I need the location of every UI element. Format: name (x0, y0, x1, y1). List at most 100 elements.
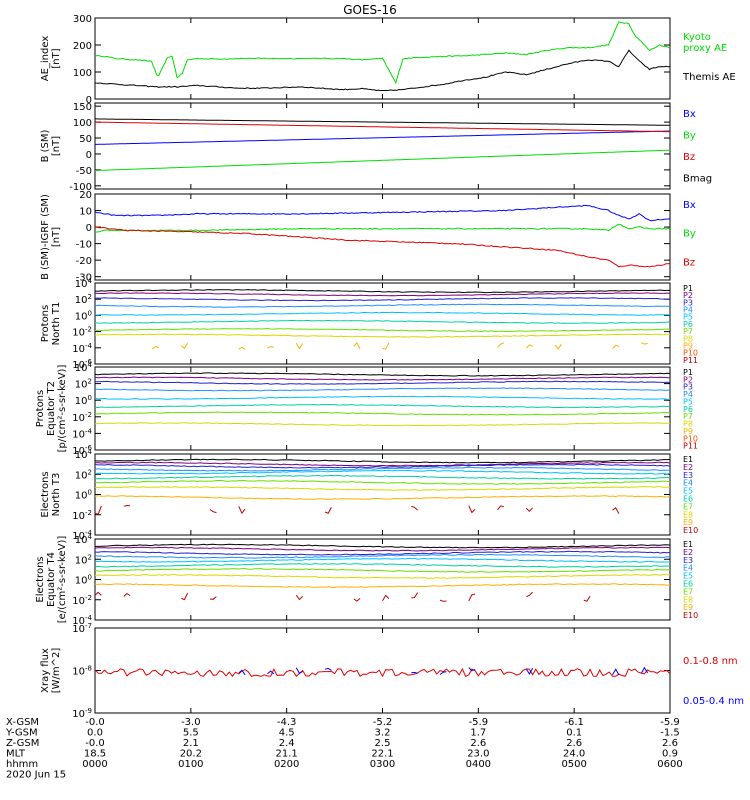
series-p7: P7 (94, 411, 693, 421)
series-segment (411, 671, 418, 674)
series-segment (181, 592, 189, 601)
y-tick-label: 104 (75, 448, 93, 461)
y-tick-label: 100 (75, 489, 92, 502)
series-e7: E7 (94, 568, 693, 596)
series-line (94, 469, 671, 475)
y-axis-label: ProtonsNorth T1 (40, 302, 62, 346)
series-line (94, 479, 671, 485)
series-segment (411, 505, 418, 511)
legend-label: P8 (683, 334, 693, 343)
series-segment (525, 507, 533, 513)
legend-label: 0.1-0.8 nm (683, 656, 738, 667)
series-by: By (95, 131, 696, 171)
series-line (94, 495, 671, 500)
legend-label: E8 (683, 595, 693, 604)
y-tick-label: -50 (76, 166, 92, 177)
y-tick-label: 10-2 (72, 411, 92, 424)
series-segment (152, 345, 160, 350)
series-segment (267, 670, 275, 675)
panel-3: -30 -20 -10 0 10 20 B (SM)-IGRF (SM)[nT] Bx By Bz (40, 190, 696, 284)
series-segment (353, 342, 361, 350)
y-tick-label: 100 (73, 118, 92, 129)
legend-label: E7 (683, 502, 693, 511)
y-axis-label: B (SM)-IGRF (SM)[nT] (40, 194, 62, 280)
series-p3: P3 (95, 297, 693, 307)
series-segment (439, 599, 447, 602)
series-segment (641, 342, 648, 345)
y-tick-label: 10-4 (72, 427, 92, 440)
legend-label: E2 (683, 548, 693, 557)
legend-label: P11 (683, 356, 698, 365)
series-p4: P4 (94, 303, 693, 315)
x-tick-value: -0.0 (85, 717, 105, 728)
series-bx: Bx (94, 200, 696, 222)
series-p11: P11 (683, 442, 698, 451)
series-0.1-0.8-nm: 0.1-0.8 nm (94, 656, 738, 678)
legend-label: Bx (683, 200, 696, 211)
y-tick-label: 20 (79, 190, 92, 201)
x-tick-value: -6.1 (564, 717, 584, 728)
legend-label: P2 (683, 375, 693, 384)
series-segment (497, 342, 505, 348)
series-p6: P6 (94, 319, 693, 329)
series-line (94, 49, 671, 92)
legend-label: E10 (683, 526, 698, 535)
series-segment (123, 504, 131, 507)
series-e8: E8 (95, 486, 693, 519)
legend-label: P5 (683, 397, 693, 406)
series-line (94, 204, 671, 222)
series-p5: P5 (95, 311, 693, 322)
legend-label: E10 (683, 611, 698, 620)
legend-label: E8 (683, 510, 693, 519)
series-segment (295, 667, 303, 674)
series-e10: E10 (94, 591, 698, 620)
series-line (94, 376, 671, 381)
legend-label: E9 (683, 518, 693, 527)
series-line (94, 319, 670, 324)
x-tick-value: 2.6 (470, 738, 486, 749)
series-bz: Bz (94, 226, 695, 268)
legend-label: Bx (683, 109, 696, 120)
series-segment (640, 666, 649, 674)
series-p4: P4 (94, 387, 693, 399)
series-line (94, 395, 670, 400)
series-p2: P2 (94, 291, 693, 300)
series-segment (612, 668, 620, 676)
x-row-label: X-GSM (6, 717, 39, 728)
series-line (94, 573, 671, 579)
series-line (94, 411, 671, 416)
series-0.05-0.4-nm: 0.05-0.4 nm (238, 666, 744, 707)
y-tick-label: 10-2 (72, 509, 92, 522)
series-bmag: Bmag (95, 118, 712, 185)
series-e9: E9 (94, 583, 693, 612)
y-tick-label: 104 (75, 277, 93, 290)
y-tick-label: 10 (79, 207, 92, 218)
series-line (94, 303, 671, 308)
series-e5: E5 (94, 469, 693, 496)
legend-label: P7 (683, 412, 693, 421)
series-line (94, 553, 671, 559)
x-tick-value: 0300 (370, 759, 395, 770)
series-line (95, 557, 671, 563)
panel-1: 0 100 200 300 AE_index[nT] Kyoto proxy AE Themi… (40, 14, 736, 106)
series-e10: E10 (94, 504, 698, 535)
panel-2: -100 -50 0 50 100 150 B (SM)[nT] Bx By Bz Bmag (40, 102, 712, 193)
x-tick-value: 0600 (657, 759, 682, 770)
x-tick-value: -0.0 (85, 738, 105, 749)
series-segment (526, 591, 533, 598)
x-tick-value: 0100 (178, 759, 203, 770)
panel-frame (94, 102, 671, 190)
series-e3: E3 (94, 463, 693, 480)
series-segment (583, 595, 591, 602)
series-bx: Bx (95, 109, 696, 145)
series-e6: E6 (94, 474, 693, 504)
x-row-label: Z-GSM (6, 738, 39, 749)
legend-label: P4 (683, 306, 693, 315)
y-tick-label: 10-2 (72, 326, 92, 339)
series-p7: P7 (94, 327, 693, 336)
x-tick-value: 0.1 (566, 728, 582, 739)
legend-label: P3 (683, 298, 693, 307)
legend-label: E7 (683, 587, 693, 596)
x-tick-value: 0.0 (87, 728, 103, 739)
